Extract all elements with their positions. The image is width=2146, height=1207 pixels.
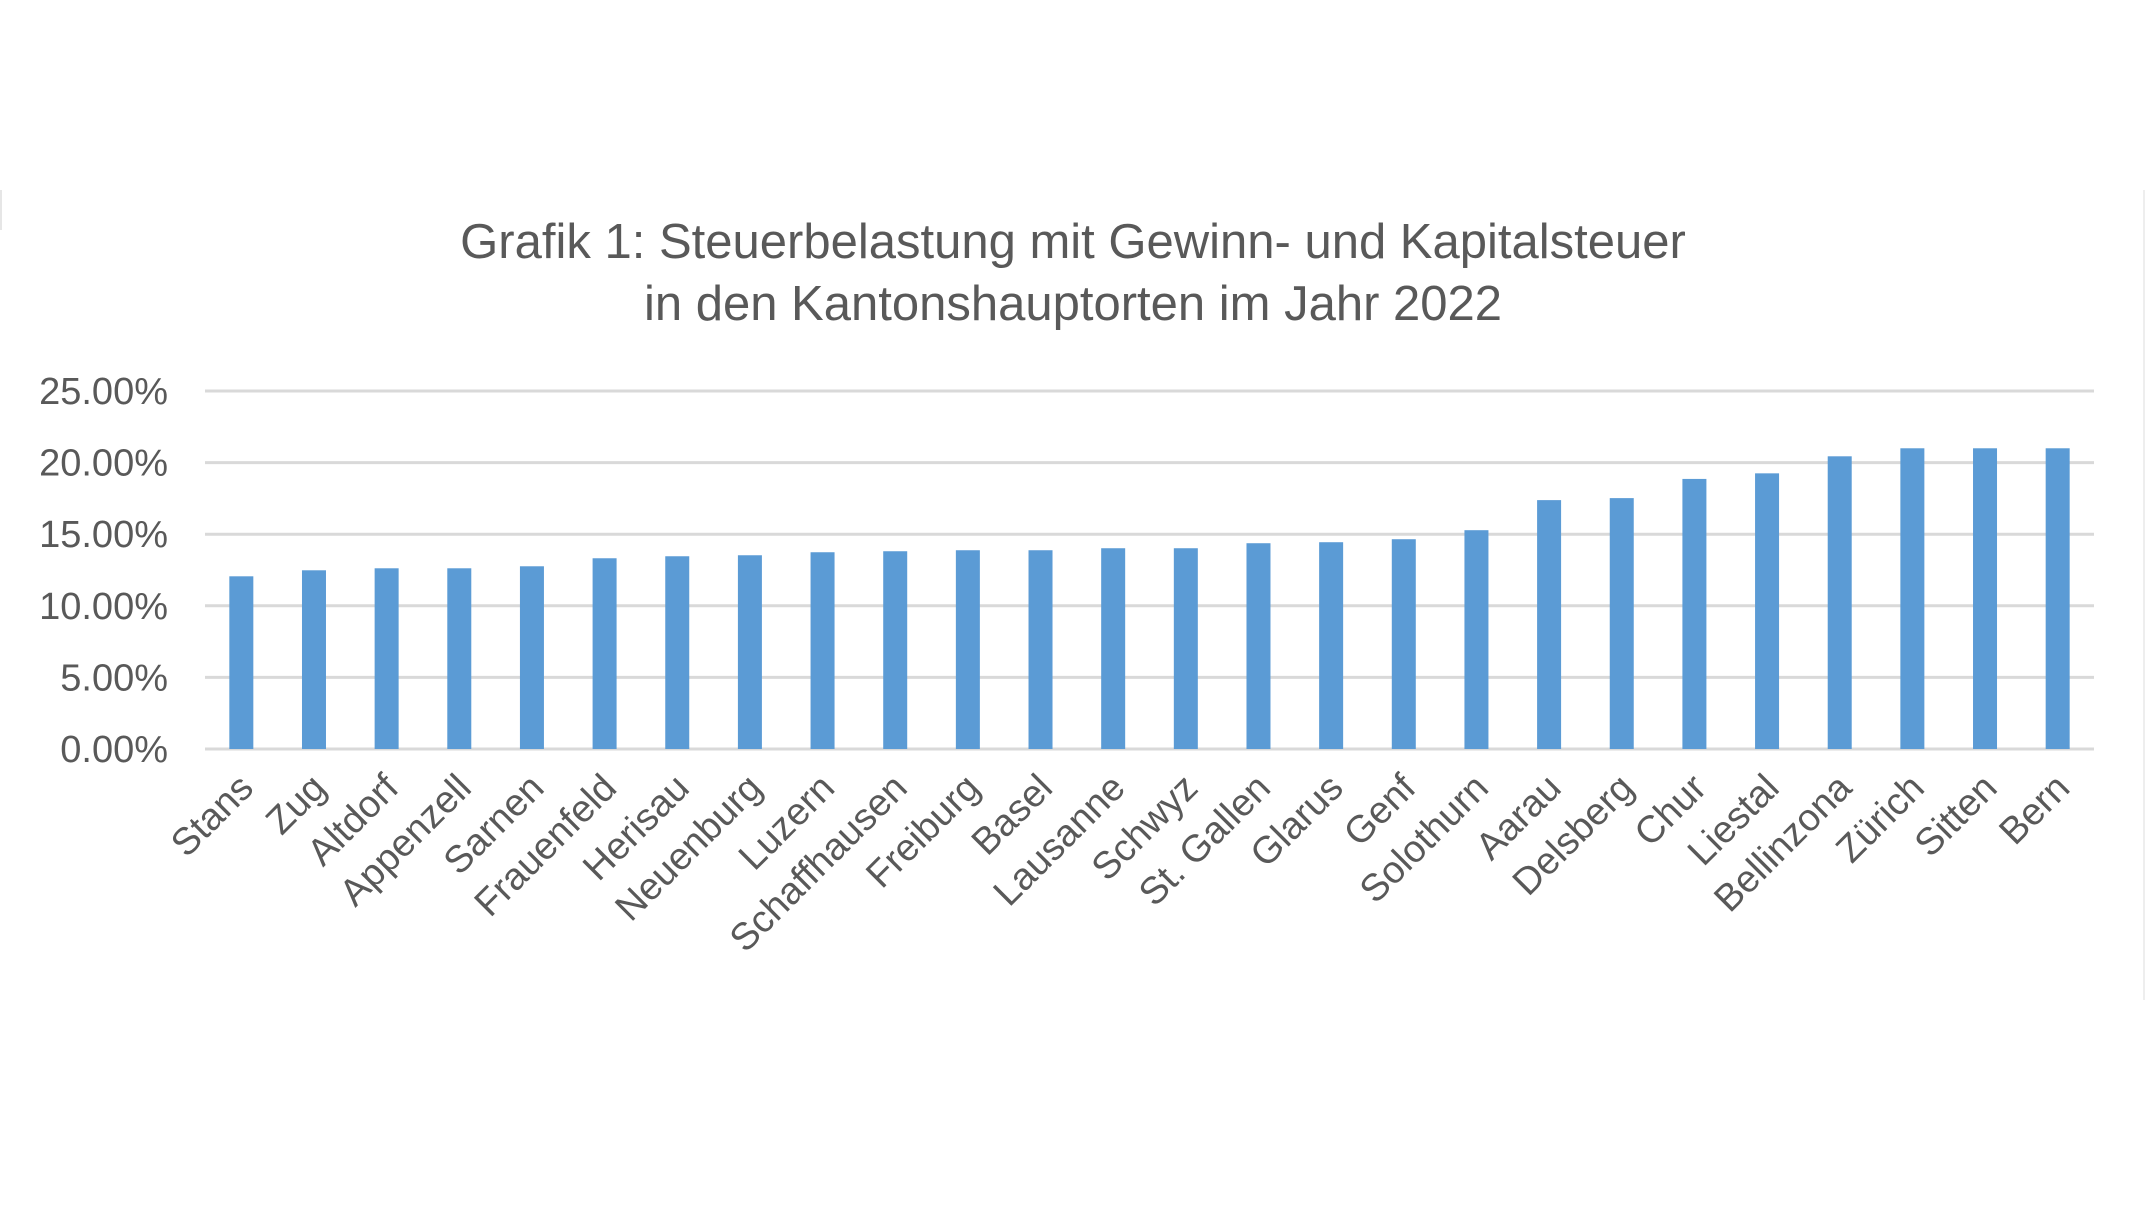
bar-neuenburg xyxy=(737,555,762,749)
bar-schaffhausen xyxy=(883,551,908,749)
y-tick-label: 5.00% xyxy=(60,657,168,699)
bar-chur xyxy=(1682,478,1707,749)
y-tick-label: 10.00% xyxy=(39,586,168,628)
x-tick-label: Sitten xyxy=(1907,767,2005,865)
bar-zug xyxy=(301,570,326,749)
bar-lausanne xyxy=(1101,548,1126,749)
bar-z-rich xyxy=(1900,448,1925,749)
y-tick-label: 25.00% xyxy=(39,371,168,413)
bar-frauenfeld xyxy=(592,558,617,749)
y-tick-label: 20.00% xyxy=(39,443,168,485)
bar-sarnen xyxy=(519,566,544,749)
bar-bellinzona xyxy=(1827,456,1852,749)
bar-genf xyxy=(1391,539,1416,749)
bar-bern xyxy=(2045,448,2070,749)
bar-glarus xyxy=(1319,542,1344,749)
bar-altdorf xyxy=(374,568,399,749)
x-tick-label: Stans xyxy=(163,767,261,865)
y-tick-label: 0.00% xyxy=(60,729,168,771)
bar-schwyz xyxy=(1173,548,1198,749)
bar-sitten xyxy=(1973,448,1998,749)
chart-title-line-1: Grafik 1: Steuerbelastung mit Gewinn- un… xyxy=(460,215,1686,269)
y-tick-label: 15.00% xyxy=(39,514,168,556)
bar-luzern xyxy=(810,552,835,749)
bar-herisau xyxy=(665,556,690,749)
bar-st-gallen xyxy=(1246,543,1271,749)
bar-stans xyxy=(229,576,254,749)
x-tick-label: Bern xyxy=(1992,767,2078,853)
bar-aarau xyxy=(1537,500,1562,749)
bar-freiburg xyxy=(955,550,980,749)
bar-liestal xyxy=(1755,473,1780,749)
bar-basel xyxy=(1028,550,1053,749)
chart-title-line-2: in den Kantonshauptorten im Jahr 2022 xyxy=(644,277,1502,331)
bar-solothurn xyxy=(1464,530,1489,749)
bar-delsberg xyxy=(1609,498,1634,749)
bar-appenzell xyxy=(447,568,472,749)
